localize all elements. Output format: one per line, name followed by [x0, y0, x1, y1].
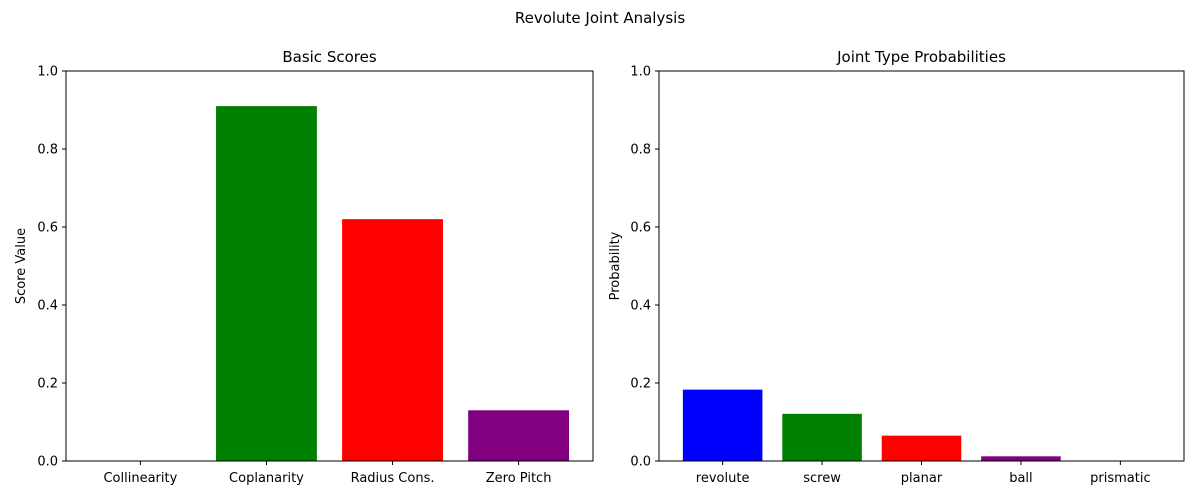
y-tick-label: 0.8: [37, 143, 58, 158]
bar: [981, 456, 1061, 461]
x-tick-label: Radius Cons.: [351, 471, 435, 486]
y-ticks: 0.0 0.2 0.4 0.6 0.8 1.0: [37, 65, 66, 470]
bar: [468, 410, 570, 461]
bars: [682, 389, 1061, 461]
y-tick-label: 0.6: [37, 221, 58, 236]
x-tick-label: prismatic: [1090, 471, 1150, 486]
x-ticks: Collinearity Coplanarity Radius Cons. Zero …: [103, 461, 551, 486]
y-axis-label: Score Value: [14, 228, 29, 304]
x-tick-label: ball: [1009, 471, 1032, 486]
bar: [682, 389, 763, 461]
y-tick-label: 0.0: [37, 455, 58, 470]
bar: [782, 413, 862, 461]
y-tick-label: 0.4: [37, 299, 58, 314]
y-tick-label: 1.0: [37, 65, 58, 80]
y-tick-label: 0.6: [630, 221, 651, 236]
y-tick-label: 0.2: [630, 377, 651, 392]
basic-scores-chart: Basic Scores Score Value 0.0 0.2 0.4 0.6 0.8…: [14, 48, 594, 486]
x-tick-label: Zero Pitch: [486, 471, 552, 486]
y-tick-label: 0.4: [630, 299, 651, 314]
y-tick-label: 0.0: [630, 455, 651, 470]
y-tick-label: 1.0: [630, 65, 651, 80]
x-ticks: revolute screw planar ball prismatic: [696, 461, 1151, 486]
bar: [216, 106, 317, 461]
plot-frame: [65, 70, 594, 462]
x-tick-label: planar: [901, 471, 943, 486]
y-axis-label: Probability: [608, 231, 623, 300]
x-tick-label: revolute: [696, 471, 750, 486]
x-tick-label: Coplanarity: [229, 471, 304, 486]
chart-title: Joint Type Probabilities: [836, 48, 1006, 66]
joint-type-probabilities-chart: Joint Type Probabilities Probability 0.0…: [608, 48, 1185, 486]
chart-title: Basic Scores: [282, 48, 376, 66]
bars: [216, 106, 570, 461]
figure-suptitle: Revolute Joint Analysis: [515, 9, 685, 27]
y-tick-label: 0.2: [37, 377, 58, 392]
bar: [342, 219, 443, 461]
x-tick-label: Collinearity: [103, 471, 177, 486]
plot-frame: [658, 70, 1185, 462]
x-tick-label: screw: [803, 471, 841, 486]
y-tick-label: 0.8: [630, 143, 651, 158]
bar: [881, 435, 962, 461]
y-ticks: 0.0 0.2 0.4 0.6 0.8 1.0: [630, 65, 659, 470]
